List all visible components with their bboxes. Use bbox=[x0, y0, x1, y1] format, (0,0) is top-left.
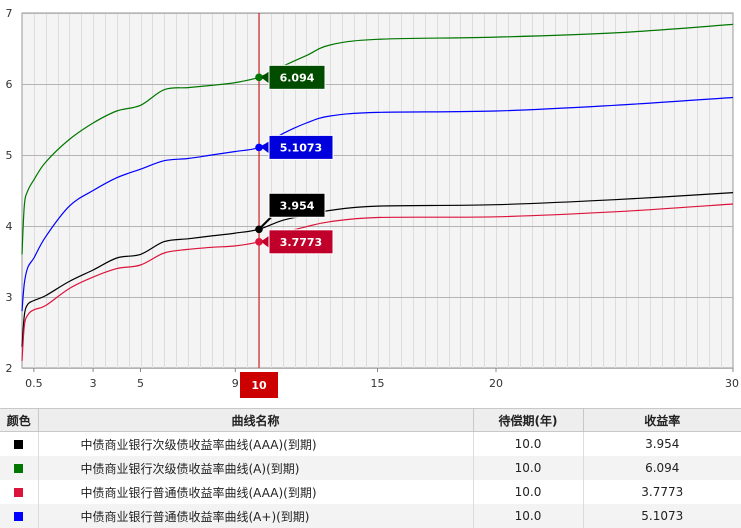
value-tag bbox=[268, 134, 334, 160]
curve-name-cell: 中债商业银行普通债收益率曲线(A+)(到期) bbox=[37, 504, 473, 528]
yield-cell: 3.7773 bbox=[582, 480, 741, 504]
series-line bbox=[21, 203, 734, 361]
table-row[interactable]: 中债商业银行次级债收益率曲线(A)(到期) 10.0 6.094 bbox=[0, 456, 741, 480]
color-cell bbox=[0, 480, 38, 504]
value-tag-pointer bbox=[261, 141, 269, 154]
header-term: 待偿期(年) bbox=[472, 408, 583, 432]
term-cell: 10.0 bbox=[472, 456, 583, 480]
cursor-x-label: 10 bbox=[251, 379, 267, 392]
plot-background bbox=[21, 12, 734, 369]
chart-canvas[interactable]: 2 3 4 5 6 7 0.5 3 5 9 15 20 30 10 3.954 6.094 3.7773 5.1… bbox=[0, 0, 741, 400]
y-tick-label: 6 bbox=[6, 78, 13, 91]
cursor-point bbox=[255, 238, 263, 246]
table-row[interactable]: 中债商业银行普通债收益率曲线(AAA)(到期) 10.0 3.7773 bbox=[0, 480, 741, 504]
value-tag-pointer bbox=[261, 71, 269, 84]
series-line bbox=[21, 192, 734, 347]
series-line bbox=[21, 96, 734, 312]
y-tick-label: 5 bbox=[6, 149, 13, 162]
term-cell: 10.0 bbox=[472, 431, 583, 456]
yield-cell: 3.954 bbox=[582, 431, 741, 456]
series-line bbox=[21, 23, 734, 255]
y-tick-label: 2 bbox=[6, 362, 13, 375]
y-tick-label: 7 bbox=[6, 7, 13, 20]
x-tick-label: 30 bbox=[725, 377, 739, 390]
value-tag-pointer bbox=[258, 216, 272, 230]
curve-name-cell: 中债商业银行次级债收益率曲线(AAA)(到期) bbox=[37, 431, 473, 456]
header-curve-name: 曲线名称 bbox=[37, 408, 473, 432]
series-legend-table: 颜色 曲线名称 待偿期(年) 收益率 中债商业银行次级债收益率曲线(AAA)(到… bbox=[0, 408, 741, 528]
cursor-point bbox=[255, 143, 263, 152]
x-tick-label: 20 bbox=[489, 377, 503, 390]
table-header-row: 颜色 曲线名称 待偿期(年) 收益率 bbox=[0, 408, 741, 432]
cursor-x-badge bbox=[240, 372, 278, 398]
y-tick-label: 3 bbox=[6, 291, 13, 304]
curve-name-cell: 中债商业银行次级债收益率曲线(A)(到期) bbox=[37, 456, 473, 480]
series-color-swatch bbox=[14, 488, 24, 497]
cursor-marker: 10 3.954 6.094 3.7773 5.1073 bbox=[240, 13, 334, 398]
color-cell bbox=[0, 431, 38, 456]
x-tick-label: 5 bbox=[137, 377, 144, 390]
term-cell: 10.0 bbox=[472, 504, 583, 528]
yield-cell: 6.094 bbox=[582, 456, 741, 480]
header-color: 颜色 bbox=[0, 408, 38, 432]
value-tag-label: 3.954 bbox=[280, 199, 315, 212]
cursor-point bbox=[255, 73, 263, 82]
value-tag-pointer bbox=[261, 235, 269, 248]
color-cell bbox=[0, 504, 38, 528]
x-tick-label: 0.5 bbox=[25, 377, 43, 390]
curve-name-cell: 中债商业银行普通债收益率曲线(AAA)(到期) bbox=[37, 480, 473, 504]
color-cell bbox=[0, 456, 38, 480]
series-color-swatch bbox=[14, 464, 24, 473]
table-row[interactable]: 中债商业银行次级债收益率曲线(AAA)(到期) 10.0 3.954 bbox=[0, 431, 741, 456]
y-tick-label: 4 bbox=[6, 220, 13, 233]
series-color-swatch bbox=[14, 512, 24, 521]
yield-curve-chart[interactable]: 2 3 4 5 6 7 0.5 3 5 9 15 20 30 10 3.954 6.094 3.7773 5.1… bbox=[0, 0, 741, 400]
series-lines bbox=[21, 23, 734, 361]
term-cell: 10.0 bbox=[472, 480, 583, 504]
grid-lines bbox=[22, 13, 733, 369]
x-tick-label: 15 bbox=[371, 377, 385, 390]
x-tick-label: 3 bbox=[90, 377, 97, 390]
value-tag-label: 3.7773 bbox=[280, 236, 322, 249]
yield-cell: 5.1073 bbox=[582, 504, 741, 528]
table-row[interactable]: 中债商业银行普通债收益率曲线(A+)(到期) 10.0 5.1073 bbox=[0, 504, 741, 528]
value-tag-label: 5.1073 bbox=[280, 141, 322, 154]
value-tag bbox=[268, 64, 326, 90]
axis-ticks: 2 3 4 5 6 7 0.5 3 5 9 15 20 30 bbox=[6, 7, 740, 390]
value-tag bbox=[268, 229, 334, 255]
value-tag bbox=[268, 192, 326, 218]
series-color-swatch bbox=[14, 440, 24, 449]
value-tag-label: 6.094 bbox=[280, 71, 315, 84]
header-yield: 收益率 bbox=[582, 408, 741, 432]
x-tick-label: 9 bbox=[232, 377, 239, 390]
